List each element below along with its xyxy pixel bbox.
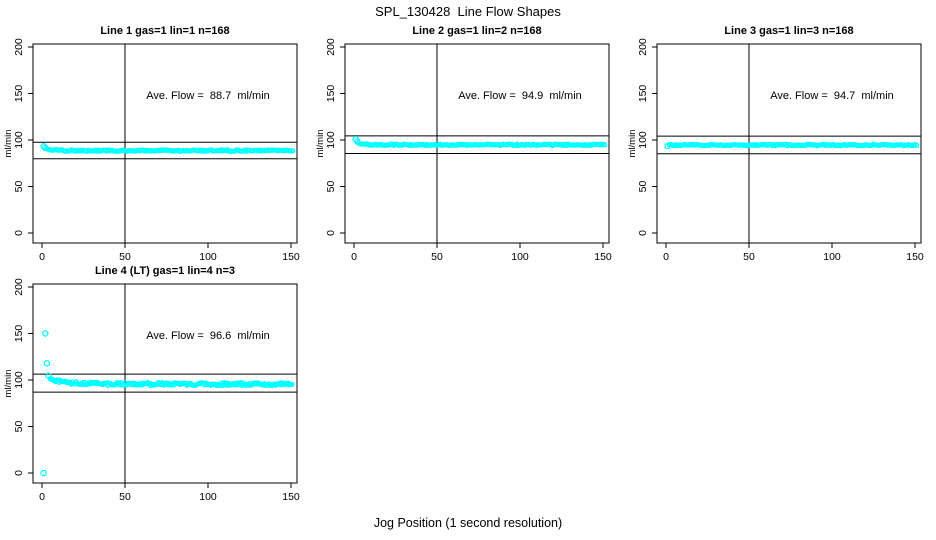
figure-title: SPL_130428 Line Flow Shapes [375,4,561,19]
y-axis-unit-label: ml/min [627,130,638,158]
y-tick-label: 50 [325,181,337,193]
x-tick-label: 100 [199,251,217,263]
panel-3-title: Line 3 gas=1 lin=3 n=168 [724,25,854,37]
panel-1-ave-flow-annotation: Ave. Flow = 88.7 ml/min [146,90,270,102]
x-tick-label: 100 [511,251,529,263]
plot-box [32,283,298,484]
x-tick-label: 150 [282,491,300,503]
y-tick-label: 0 [13,470,25,476]
data-point [290,148,296,154]
y-tick-label: 200 [637,38,649,56]
y-tick-label: 100 [325,131,337,149]
x-tick-label: 150 [906,251,924,263]
x-tick-label: 150 [594,251,612,263]
data-point [40,469,47,477]
x-tick-label: 100 [823,251,841,263]
y-tick-label: 50 [637,181,649,193]
x-axis-label: Jog Position (1 second resolution) [373,516,563,530]
plot-box [656,43,922,244]
x-tick-label: 150 [282,251,300,263]
y-tick-label: 200 [325,38,337,56]
panel-2-title: Line 2 gas=1 lin=2 n=168 [412,25,542,37]
y-tick-label: 150 [13,85,25,103]
panel-1-title: Line 1 gas=1 lin=1 n=168 [100,25,230,37]
x-tick-label: 100 [199,491,217,503]
y-axis-unit-label: ml/min [3,370,14,398]
x-tick-label: 50 [119,491,131,503]
y-tick-label: 100 [13,371,25,389]
y-tick-label: 100 [13,131,25,149]
y-tick-label: 100 [637,131,649,149]
y-axis-unit-label: ml/min [3,130,14,158]
plot-box [32,43,298,244]
panel-2-ave-flow-annotation: Ave. Flow = 94.9 ml/min [458,90,582,102]
y-axis-unit-label: ml/min [315,130,326,158]
x-tick-label: 0 [39,491,45,503]
y-tick-label: 0 [13,230,25,236]
x-tick-label: 50 [119,251,131,263]
plot-box [344,43,610,244]
x-tick-label: 0 [663,251,669,263]
x-tick-label: 50 [743,251,755,263]
y-tick-label: 0 [637,230,649,236]
y-tick-label: 200 [13,38,25,56]
data-point [289,381,295,388]
y-tick-label: 150 [13,325,25,343]
y-tick-label: 0 [325,230,337,236]
x-tick-label: 50 [431,251,443,263]
data-point [42,330,49,337]
data-point [914,142,920,148]
y-tick-label: 50 [13,421,25,433]
y-tick-label: 50 [13,181,25,193]
x-tick-label: 0 [351,251,357,263]
y-tick-label: 150 [325,85,337,103]
data-point [602,142,608,148]
x-tick-label: 0 [39,251,45,263]
panel-4-title: Line 4 (LT) gas=1 lin=4 n=3 [94,265,236,277]
panel-3-ave-flow-annotation: Ave. Flow = 94.7 ml/min [770,90,894,102]
data-point [43,359,51,367]
y-tick-label: 200 [13,278,25,296]
y-tick-label: 150 [637,85,649,103]
panel-4-ave-flow-annotation: Ave. Flow = 96.6 ml/min [146,330,270,342]
